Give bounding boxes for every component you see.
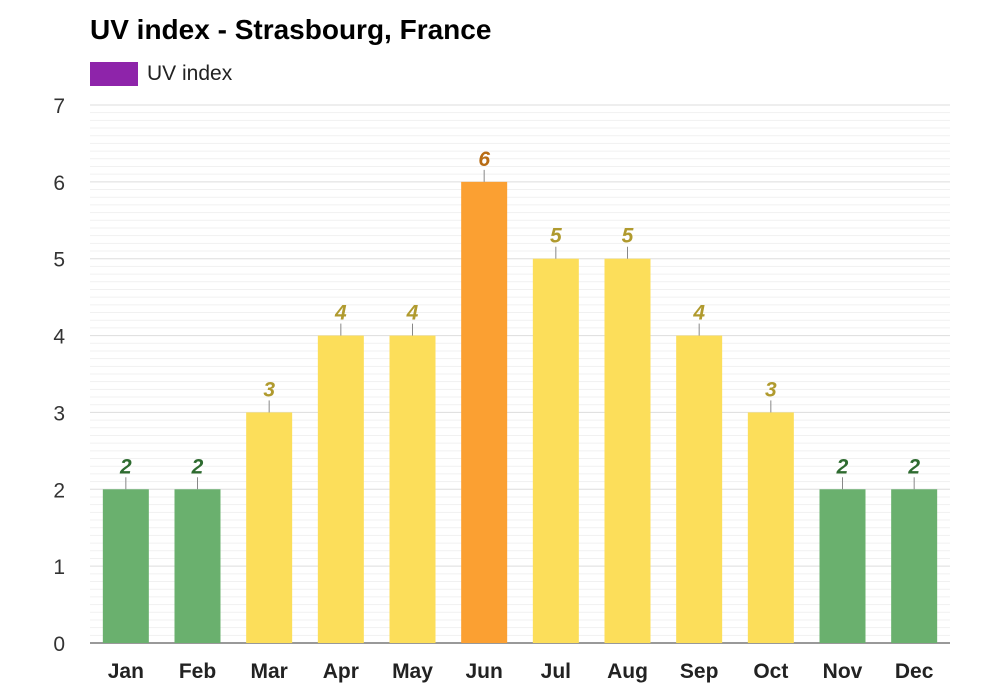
x-tick-label: Mar	[250, 660, 287, 683]
bar	[891, 489, 938, 643]
x-tick-label: Aug	[607, 660, 648, 683]
bar	[747, 412, 794, 643]
bar	[532, 258, 579, 643]
bar	[246, 412, 293, 643]
x-tick-label: Apr	[323, 660, 359, 683]
data-label: 4	[692, 302, 705, 325]
x-tick-label: Feb	[179, 660, 216, 683]
y-tick-label: 2	[53, 479, 65, 502]
data-label: 2	[907, 455, 920, 478]
data-label: 2	[119, 455, 132, 478]
x-tick-label: Nov	[823, 660, 863, 683]
y-tick-label: 7	[53, 95, 65, 118]
data-label: 4	[406, 302, 419, 325]
bar	[389, 335, 436, 643]
x-tick-label: Sep	[680, 660, 719, 683]
chart-title: UV index - Strasbourg, France	[90, 14, 492, 45]
data-label: 6	[478, 148, 490, 171]
bar	[317, 335, 364, 643]
data-label: 2	[191, 455, 204, 478]
x-tick-label: May	[392, 660, 433, 683]
x-tick-label: Jan	[108, 660, 144, 683]
y-tick-label: 6	[53, 172, 65, 195]
data-label: 3	[263, 378, 275, 401]
bar	[102, 489, 149, 643]
y-tick-label: 1	[53, 556, 65, 579]
data-label: 5	[622, 225, 634, 248]
bar	[461, 181, 508, 643]
data-label: 3	[765, 378, 777, 401]
bar	[676, 335, 723, 643]
x-tick-label: Jun	[465, 660, 502, 683]
bar	[604, 258, 651, 643]
x-tick-label: Dec	[895, 660, 934, 683]
y-tick-label: 5	[53, 249, 65, 272]
legend: UV index	[90, 62, 232, 86]
x-tick-label: Jul	[541, 660, 571, 683]
legend-swatch	[90, 62, 138, 86]
y-tick-label: 4	[53, 326, 65, 349]
legend-label: UV index	[147, 62, 233, 85]
bar	[174, 489, 221, 643]
data-label: 4	[334, 302, 347, 325]
x-tick-label: Oct	[753, 660, 788, 683]
data-label: 5	[550, 225, 562, 248]
data-label: 2	[836, 455, 849, 478]
y-tick-label: 0	[53, 633, 65, 656]
bar	[819, 489, 866, 643]
y-tick-label: 3	[53, 402, 65, 425]
